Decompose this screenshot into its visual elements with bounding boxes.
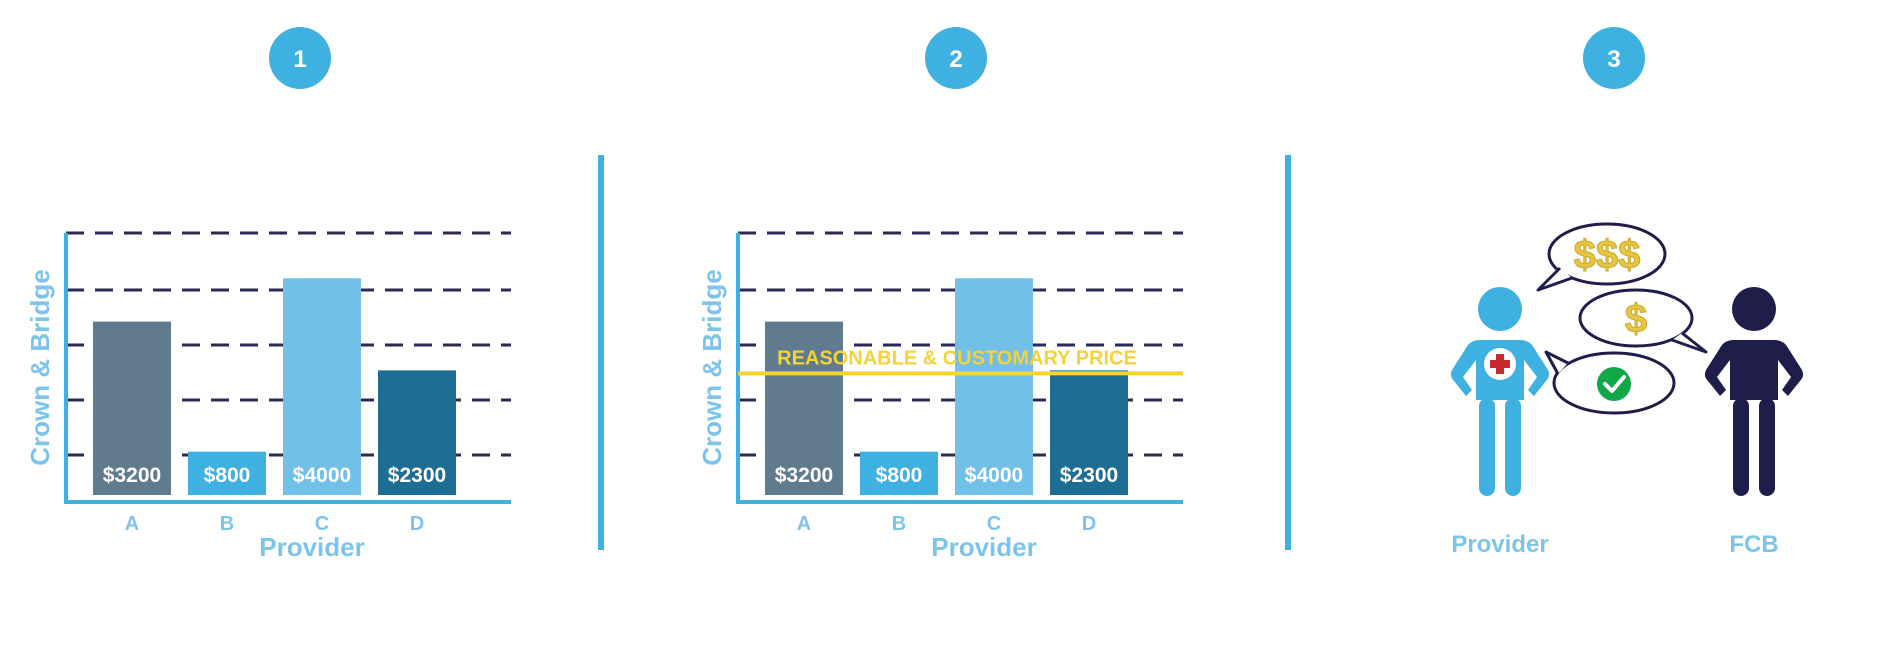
bar-value-label: $800 [876, 464, 923, 487]
bar-b [860, 451, 938, 495]
step-badge-1: 1 [269, 27, 331, 89]
dollar-signs-text: $$$ [1574, 233, 1641, 277]
x-tick-label: A [797, 513, 811, 535]
bar-value-label: $800 [204, 464, 251, 487]
bar-a [765, 321, 843, 495]
provider-figure [1450, 287, 1550, 496]
step-badge-2: 2 [925, 27, 987, 89]
provider-caption: Provider [1451, 531, 1548, 558]
bar-chart-2: $3200 A $800 B $4000 C $2300 D Crown & Bridge Pro… [697, 231, 1183, 562]
speech-bubble-high-price: $$$ [1536, 222, 1667, 292]
bar-c [283, 278, 361, 495]
bar-value-label: $3200 [103, 464, 161, 487]
x-tick-label: A [125, 513, 139, 535]
step-number-2: 2 [949, 46, 962, 73]
x-axis-title: Provider [931, 532, 1037, 562]
divider-2 [1285, 155, 1291, 550]
bar-d [1050, 370, 1128, 495]
fcb-caption: FCB [1729, 531, 1778, 558]
y-axis-title: Crown & Bridge [25, 269, 55, 465]
x-tick-label: C [315, 513, 329, 535]
bar-value-label: $3200 [775, 464, 833, 487]
speech-bubble-agreement [1544, 350, 1676, 415]
step-badge-3: 3 [1583, 27, 1645, 89]
step-number-3: 3 [1607, 46, 1620, 73]
x-tick-label: B [220, 513, 234, 535]
x-tick-label: D [410, 513, 424, 535]
medical-cross-icon [1484, 348, 1516, 380]
y-axis-title: Crown & Bridge [697, 269, 727, 465]
x-tick-label: D [1082, 513, 1096, 535]
bar-b [188, 451, 266, 495]
check-icon [1597, 367, 1631, 401]
bar-value-label: $2300 [388, 464, 446, 487]
bar-value-label: $4000 [293, 464, 351, 487]
bar-value-label: $4000 [965, 464, 1023, 487]
bar-a [93, 321, 171, 495]
x-axis-title: Provider [259, 532, 365, 562]
fcb-figure [1704, 287, 1804, 496]
speech-bubble-counter-price: $ [1578, 288, 1708, 354]
x-tick-label: B [892, 513, 906, 535]
reference-line-label: REASONABLE & CUSTOMARY PRICE [777, 347, 1137, 369]
negotiation-illustration: $$$ $ Provider FCB [1450, 222, 1804, 558]
step-number-1: 1 [293, 46, 306, 73]
bar-d [378, 370, 456, 495]
divider-1 [598, 155, 604, 550]
bar-c [955, 278, 1033, 495]
bar-value-label: $2300 [1060, 464, 1118, 487]
dollar-sign-text: $ [1625, 297, 1647, 341]
bar-chart-1: $3200 A $800 B $4000 C $2300 D Crown & Bridge Pro… [25, 231, 511, 562]
x-tick-label: C [987, 513, 1001, 535]
